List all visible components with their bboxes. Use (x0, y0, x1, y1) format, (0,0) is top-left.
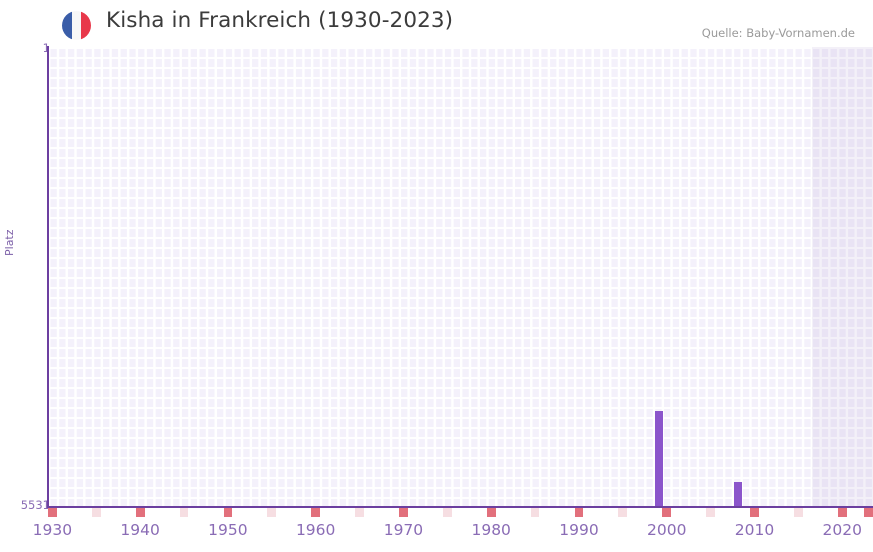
x-axis-tick-mark (442, 508, 452, 517)
x-axis-tick-mark (530, 508, 540, 517)
page-title: Kisha in Frankreich (1930-2023) (106, 8, 454, 33)
data-bar[interactable] (733, 481, 743, 507)
x-axis-tick-label: 1940 (120, 521, 160, 539)
x-axis-tick-label: 1990 (559, 521, 599, 539)
y-axis-tick-label-top: 1 (43, 41, 50, 55)
x-axis-tick-label: 1980 (471, 521, 511, 539)
x-axis-tick-label: 1970 (383, 521, 424, 539)
x-axis-tick-mark (574, 508, 584, 517)
x-axis-tick-mark (837, 508, 847, 517)
x-axis-tick-mark (355, 508, 364, 517)
x-axis-tick-mark (135, 508, 145, 517)
x-axis-tick-mark (618, 508, 628, 517)
x-axis-tick-mark (794, 508, 803, 517)
x-axis-tick-mark (399, 508, 408, 517)
y-axis-title: Platz (3, 229, 16, 256)
x-axis-tick-label: 1960 (295, 521, 336, 539)
x-axis-tick-label: 2020 (822, 521, 863, 539)
x-axis-tick-label: 1930 (32, 521, 73, 539)
data-bar[interactable] (654, 411, 664, 507)
x-axis-tick-marks (48, 508, 873, 517)
x-axis-tick-mark (267, 508, 277, 517)
x-axis-tick-label: 2000 (647, 521, 687, 539)
x-axis-tick-mark (706, 508, 715, 517)
x-axis-tick-mark (662, 508, 672, 517)
grid-lines (48, 47, 873, 507)
x-axis-tick-label: 2010 (734, 521, 775, 539)
x-axis-tick-mark (750, 508, 759, 517)
y-axis-tick-label-bottom: 5531 (20, 498, 50, 512)
flag-stripe-blue (62, 11, 72, 40)
x-axis-tick-label: 1950 (208, 521, 248, 539)
x-axis-tick-mark (311, 508, 321, 517)
x-axis-tick-mark (91, 508, 101, 517)
flag-stripe-red (81, 11, 91, 40)
source-label: Quelle: Baby-Vornamen.de (701, 26, 855, 40)
x-axis-tick-labels: 1930 1940 1950 1960 1970 1980 1990 2000 2010 2020 (33, 521, 873, 545)
y-axis-line (47, 46, 49, 508)
chart-header: Kisha in Frankreich (1930-2023) Quelle: … (0, 0, 873, 44)
flag-stripe-white (71, 11, 82, 40)
x-axis-line (47, 506, 873, 508)
x-axis-tick-mark (223, 508, 233, 517)
x-axis-tick-mark (864, 508, 873, 517)
france-flag-circle-icon (62, 11, 91, 40)
bars-layer (48, 47, 873, 507)
plot-area (48, 47, 873, 507)
x-axis-tick-mark (179, 508, 189, 517)
x-axis-tick-mark (486, 508, 496, 517)
x-axis-tick-mark (48, 508, 57, 517)
